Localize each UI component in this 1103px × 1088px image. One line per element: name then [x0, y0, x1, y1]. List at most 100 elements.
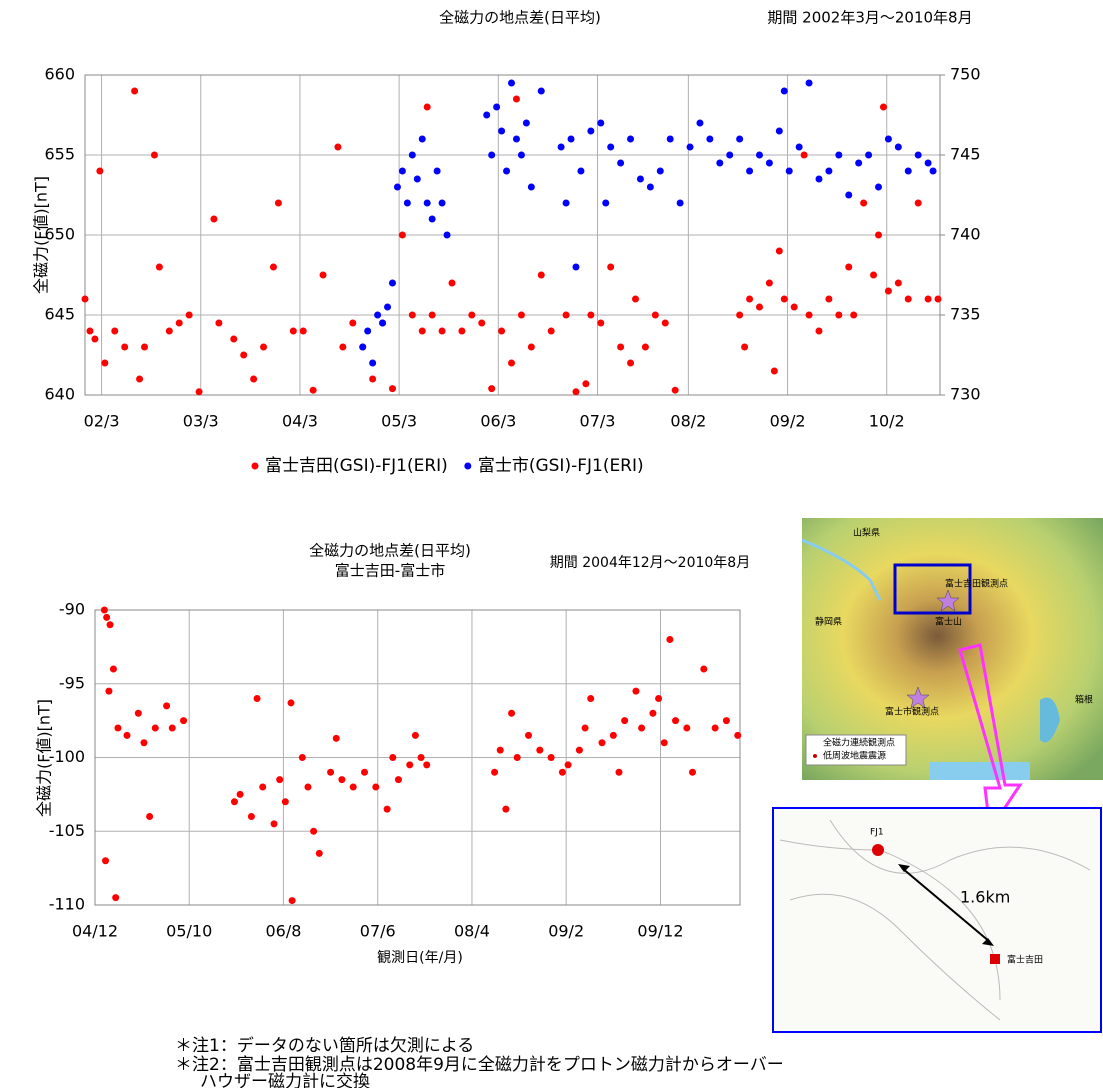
data-point — [409, 152, 416, 159]
data-point — [696, 120, 703, 127]
data-point — [327, 769, 334, 776]
data-point — [418, 754, 425, 761]
x-tick-label: 02/3 — [84, 412, 120, 431]
data-point — [289, 897, 296, 904]
data-point — [667, 136, 674, 143]
data-point — [825, 168, 832, 175]
data-point — [925, 296, 932, 303]
data-point — [112, 894, 119, 901]
chart-title: 全磁力の地点差(日平均) — [309, 542, 471, 560]
x-tick-label: 03/3 — [183, 412, 219, 431]
data-point — [338, 776, 345, 783]
data-point — [374, 312, 381, 319]
data-point — [597, 120, 604, 127]
data-point — [599, 739, 606, 746]
data-point — [582, 725, 589, 732]
y-tick-label: 640 — [44, 385, 75, 404]
data-point — [424, 200, 431, 207]
data-point — [299, 754, 306, 761]
data-point — [895, 280, 902, 287]
data-point — [497, 747, 504, 754]
data-point — [875, 184, 882, 191]
data-point — [652, 312, 659, 319]
data-point — [107, 621, 114, 628]
x-tick-label: 09/2 — [548, 922, 584, 941]
data-point — [559, 769, 566, 776]
data-point — [404, 200, 411, 207]
map-label: 富士市観測点 — [885, 706, 939, 718]
data-point — [518, 152, 525, 159]
y-tick-label: -100 — [49, 747, 85, 766]
data-point — [672, 717, 679, 724]
data-point — [860, 200, 867, 207]
data-point — [850, 312, 857, 319]
data-point — [716, 160, 723, 167]
data-point — [186, 312, 193, 319]
inset-label: 富士吉田 — [1007, 954, 1043, 966]
map-label: 山梨県 — [853, 527, 880, 539]
data-point — [700, 666, 707, 673]
data-point — [632, 296, 639, 303]
data-point — [270, 264, 277, 271]
data-point — [271, 820, 278, 827]
data-point — [310, 828, 317, 835]
data-point — [548, 328, 555, 335]
data-point — [771, 368, 778, 375]
data-point — [254, 695, 261, 702]
data-point — [885, 288, 892, 295]
data-point — [647, 184, 654, 191]
data-point — [766, 280, 773, 287]
data-point — [627, 136, 634, 143]
data-point — [781, 296, 788, 303]
legend-marker — [252, 463, 259, 470]
data-point — [82, 296, 89, 303]
data-point — [250, 376, 257, 383]
data-point — [419, 136, 426, 143]
data-point — [523, 120, 530, 127]
x-tick-label: 06/8 — [265, 922, 301, 941]
data-point — [124, 732, 131, 739]
data-point — [498, 128, 505, 135]
data-point — [726, 152, 733, 159]
data-point — [424, 104, 431, 111]
map-legend: 全磁力連続観測点 — [823, 737, 895, 749]
data-point — [568, 136, 575, 143]
data-point — [915, 200, 922, 207]
data-point — [448, 280, 455, 287]
data-point — [372, 784, 379, 791]
y-tick-label: 645 — [44, 305, 75, 324]
data-point — [885, 136, 892, 143]
data-point — [131, 88, 138, 95]
data-point — [835, 152, 842, 159]
inset-map: FJ1 1.6km 富士吉田 — [773, 808, 1101, 1032]
map-label: 静岡県 — [815, 616, 842, 628]
data-point — [649, 710, 656, 717]
legend-label: 富士市(GSI)-FJ1(ERI) — [478, 456, 644, 476]
data-point — [384, 806, 391, 813]
data-point — [915, 152, 922, 159]
data-point — [180, 717, 187, 724]
data-point — [488, 152, 495, 159]
data-point — [419, 328, 426, 335]
y-tick-label: 650 — [44, 225, 75, 244]
data-point — [136, 376, 143, 383]
data-point — [369, 360, 376, 367]
data-point — [101, 607, 108, 614]
data-point — [689, 769, 696, 776]
data-point — [379, 320, 386, 327]
data-point — [508, 80, 515, 87]
data-point — [114, 725, 121, 732]
x-tick-label: 04/12 — [72, 922, 118, 941]
y-tick-label: -105 — [49, 821, 85, 840]
legend-label: 富士吉田(GSI)-FJ1(ERI) — [265, 456, 448, 476]
data-point — [766, 160, 773, 167]
data-point — [518, 312, 525, 319]
data-point — [781, 88, 788, 95]
data-point — [429, 216, 436, 223]
data-point — [610, 732, 617, 739]
data-point — [672, 387, 679, 394]
data-point — [683, 725, 690, 732]
data-point — [935, 296, 942, 303]
data-point — [880, 104, 887, 111]
data-point — [491, 769, 498, 776]
